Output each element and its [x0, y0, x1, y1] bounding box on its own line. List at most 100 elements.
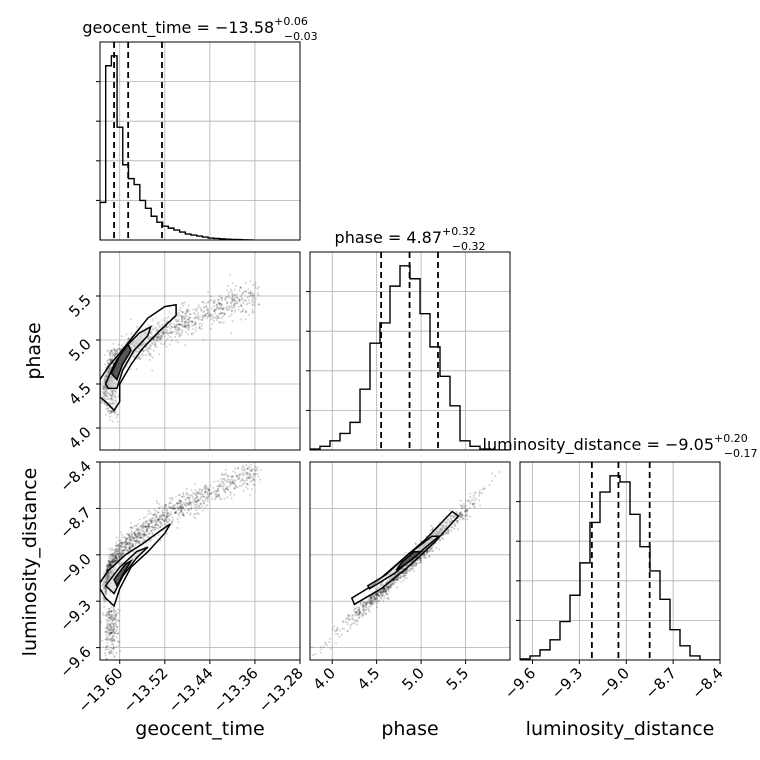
scatter-point-21-1092: [352, 618, 355, 621]
scatter-point-10-623: [188, 317, 191, 320]
scatter-point-21-309: [376, 592, 379, 595]
scatter-point-10-129: [202, 310, 205, 313]
scatter-point-10-331: [163, 323, 166, 326]
scatter-point-20-918: [249, 480, 252, 483]
scatter-point-20-844: [102, 579, 105, 582]
scatter-point-20-361: [231, 481, 234, 484]
ytick-label-10-2: 5.0: [65, 335, 95, 365]
scatter-point-21-1172: [324, 643, 327, 646]
scatter-point-20-1549: [109, 638, 112, 641]
scatter-point-20-986: [133, 540, 136, 543]
scatter-point-21-498: [459, 511, 462, 514]
scatter-point-21-997: [365, 604, 368, 607]
scatter-point-20-831: [237, 466, 240, 469]
scatter-point-10-1198: [249, 294, 252, 297]
scatter-point-20-749: [251, 476, 254, 479]
scatter-point-21-862: [326, 644, 329, 647]
scatter-point-10-887: [147, 337, 150, 340]
scatter-point-21-98: [445, 522, 448, 525]
scatter-point-10-308: [157, 336, 160, 339]
scatter-point-10-1429: [109, 411, 112, 414]
scatter-point-20-469: [132, 545, 135, 548]
scatter-point-20-1519: [105, 642, 108, 645]
scatter-point-20-694: [119, 531, 122, 534]
scatter-point-20-614: [102, 596, 105, 599]
scatter-point-20-884: [180, 510, 183, 513]
scatter-point-10-757: [176, 320, 179, 323]
scatter-point-10-1125: [194, 313, 197, 316]
scatter-point-10-1214: [148, 346, 151, 349]
scatter-point-20-159: [183, 504, 186, 507]
scatter-point-20-1231: [245, 477, 248, 480]
scatter-point-20-1353: [220, 498, 223, 501]
scatter-point-20-1513: [113, 632, 116, 635]
scatter-point-10-1492: [114, 410, 117, 413]
scatter-point-20-1435: [112, 608, 115, 611]
scatter-point-20-1157: [194, 493, 197, 496]
scatter-point-20-1246: [198, 492, 201, 495]
scatter-point-10-1363: [180, 303, 183, 306]
scatter-point-21-703: [354, 610, 357, 613]
scatter-point-10-1028: [109, 368, 112, 371]
scatter-point-10-241: [210, 318, 213, 321]
scatter-point-10-1148: [163, 342, 166, 345]
scatter-point-10-1278: [170, 325, 173, 328]
scatter-point-20-461: [179, 511, 182, 514]
scatter-point-10-188: [105, 376, 108, 379]
scatter-point-21-641: [363, 609, 366, 612]
scatter-point-10-1533: [103, 375, 106, 378]
scatter-point-21-1149: [383, 587, 386, 590]
scatter-point-10-737: [140, 354, 143, 357]
scatter-point-20-821: [189, 494, 192, 497]
scatter-point-20-1497: [106, 630, 109, 633]
scatter-point-10-1445: [112, 393, 115, 396]
scatter-point-20-1510: [101, 612, 104, 615]
scatter-point-21-1468: [324, 641, 327, 644]
scatter-point-10-262: [251, 294, 254, 297]
scatter-point-10-767: [160, 334, 163, 337]
scatter-point-20-760: [231, 482, 234, 485]
scatter-point-10-714: [136, 325, 139, 328]
scatter-point-20-701: [110, 557, 113, 560]
scatter-point-20-758: [204, 490, 207, 493]
scatter-point-20-1194: [114, 557, 117, 560]
scatter-point-20-1083: [236, 475, 239, 478]
scatter-point-20-120: [152, 526, 155, 529]
scatter-point-21-53: [356, 620, 359, 623]
scatter-point-10-820: [235, 300, 238, 303]
scatter-point-21-628: [445, 526, 448, 529]
scatter-point-21-148: [419, 557, 422, 560]
scatter-point-10-830: [201, 318, 204, 321]
scatter-point-20-9: [150, 525, 153, 528]
scatter-point-20-253: [178, 502, 181, 505]
scatter-point-20-993: [129, 548, 132, 551]
scatter-point-21-325: [370, 601, 373, 604]
scatter-point-20-1585: [113, 613, 116, 616]
scatter-point-10-1036: [183, 325, 186, 328]
scatter-point-21-1185: [406, 563, 409, 566]
scatter-point-20-565: [119, 549, 122, 552]
scatter-point-20-909: [117, 555, 120, 558]
scatter-point-21-311: [361, 603, 364, 606]
scatter-point-21-821: [432, 549, 435, 552]
scatter-point-20-199: [108, 574, 111, 577]
scatter-point-20-290: [119, 539, 122, 542]
scatter-point-21-1011: [370, 602, 373, 605]
scatter-point-20-601: [137, 534, 140, 537]
scatter-point-21-131: [385, 590, 388, 593]
scatter-point-10-141: [217, 316, 220, 319]
scatter-point-21-417: [366, 600, 369, 603]
scatter-point-20-1454: [115, 630, 118, 633]
scatter-point-20-411: [247, 475, 250, 478]
scatter-point-10-803: [203, 301, 206, 304]
scatter-point-20-1409: [115, 614, 118, 617]
scatter-point-10-1576: [114, 397, 117, 400]
scatter-point-20-1496: [108, 610, 111, 613]
scatter-point-10-750: [210, 307, 213, 310]
scatter-point-21-921: [424, 556, 427, 559]
scatter-point-20-925: [104, 580, 107, 583]
scatter-point-21-223: [461, 507, 464, 510]
scatter-point-10-851: [244, 311, 247, 314]
scatter-point-21-105: [446, 518, 449, 521]
scatter-point-20-1071: [133, 525, 136, 528]
